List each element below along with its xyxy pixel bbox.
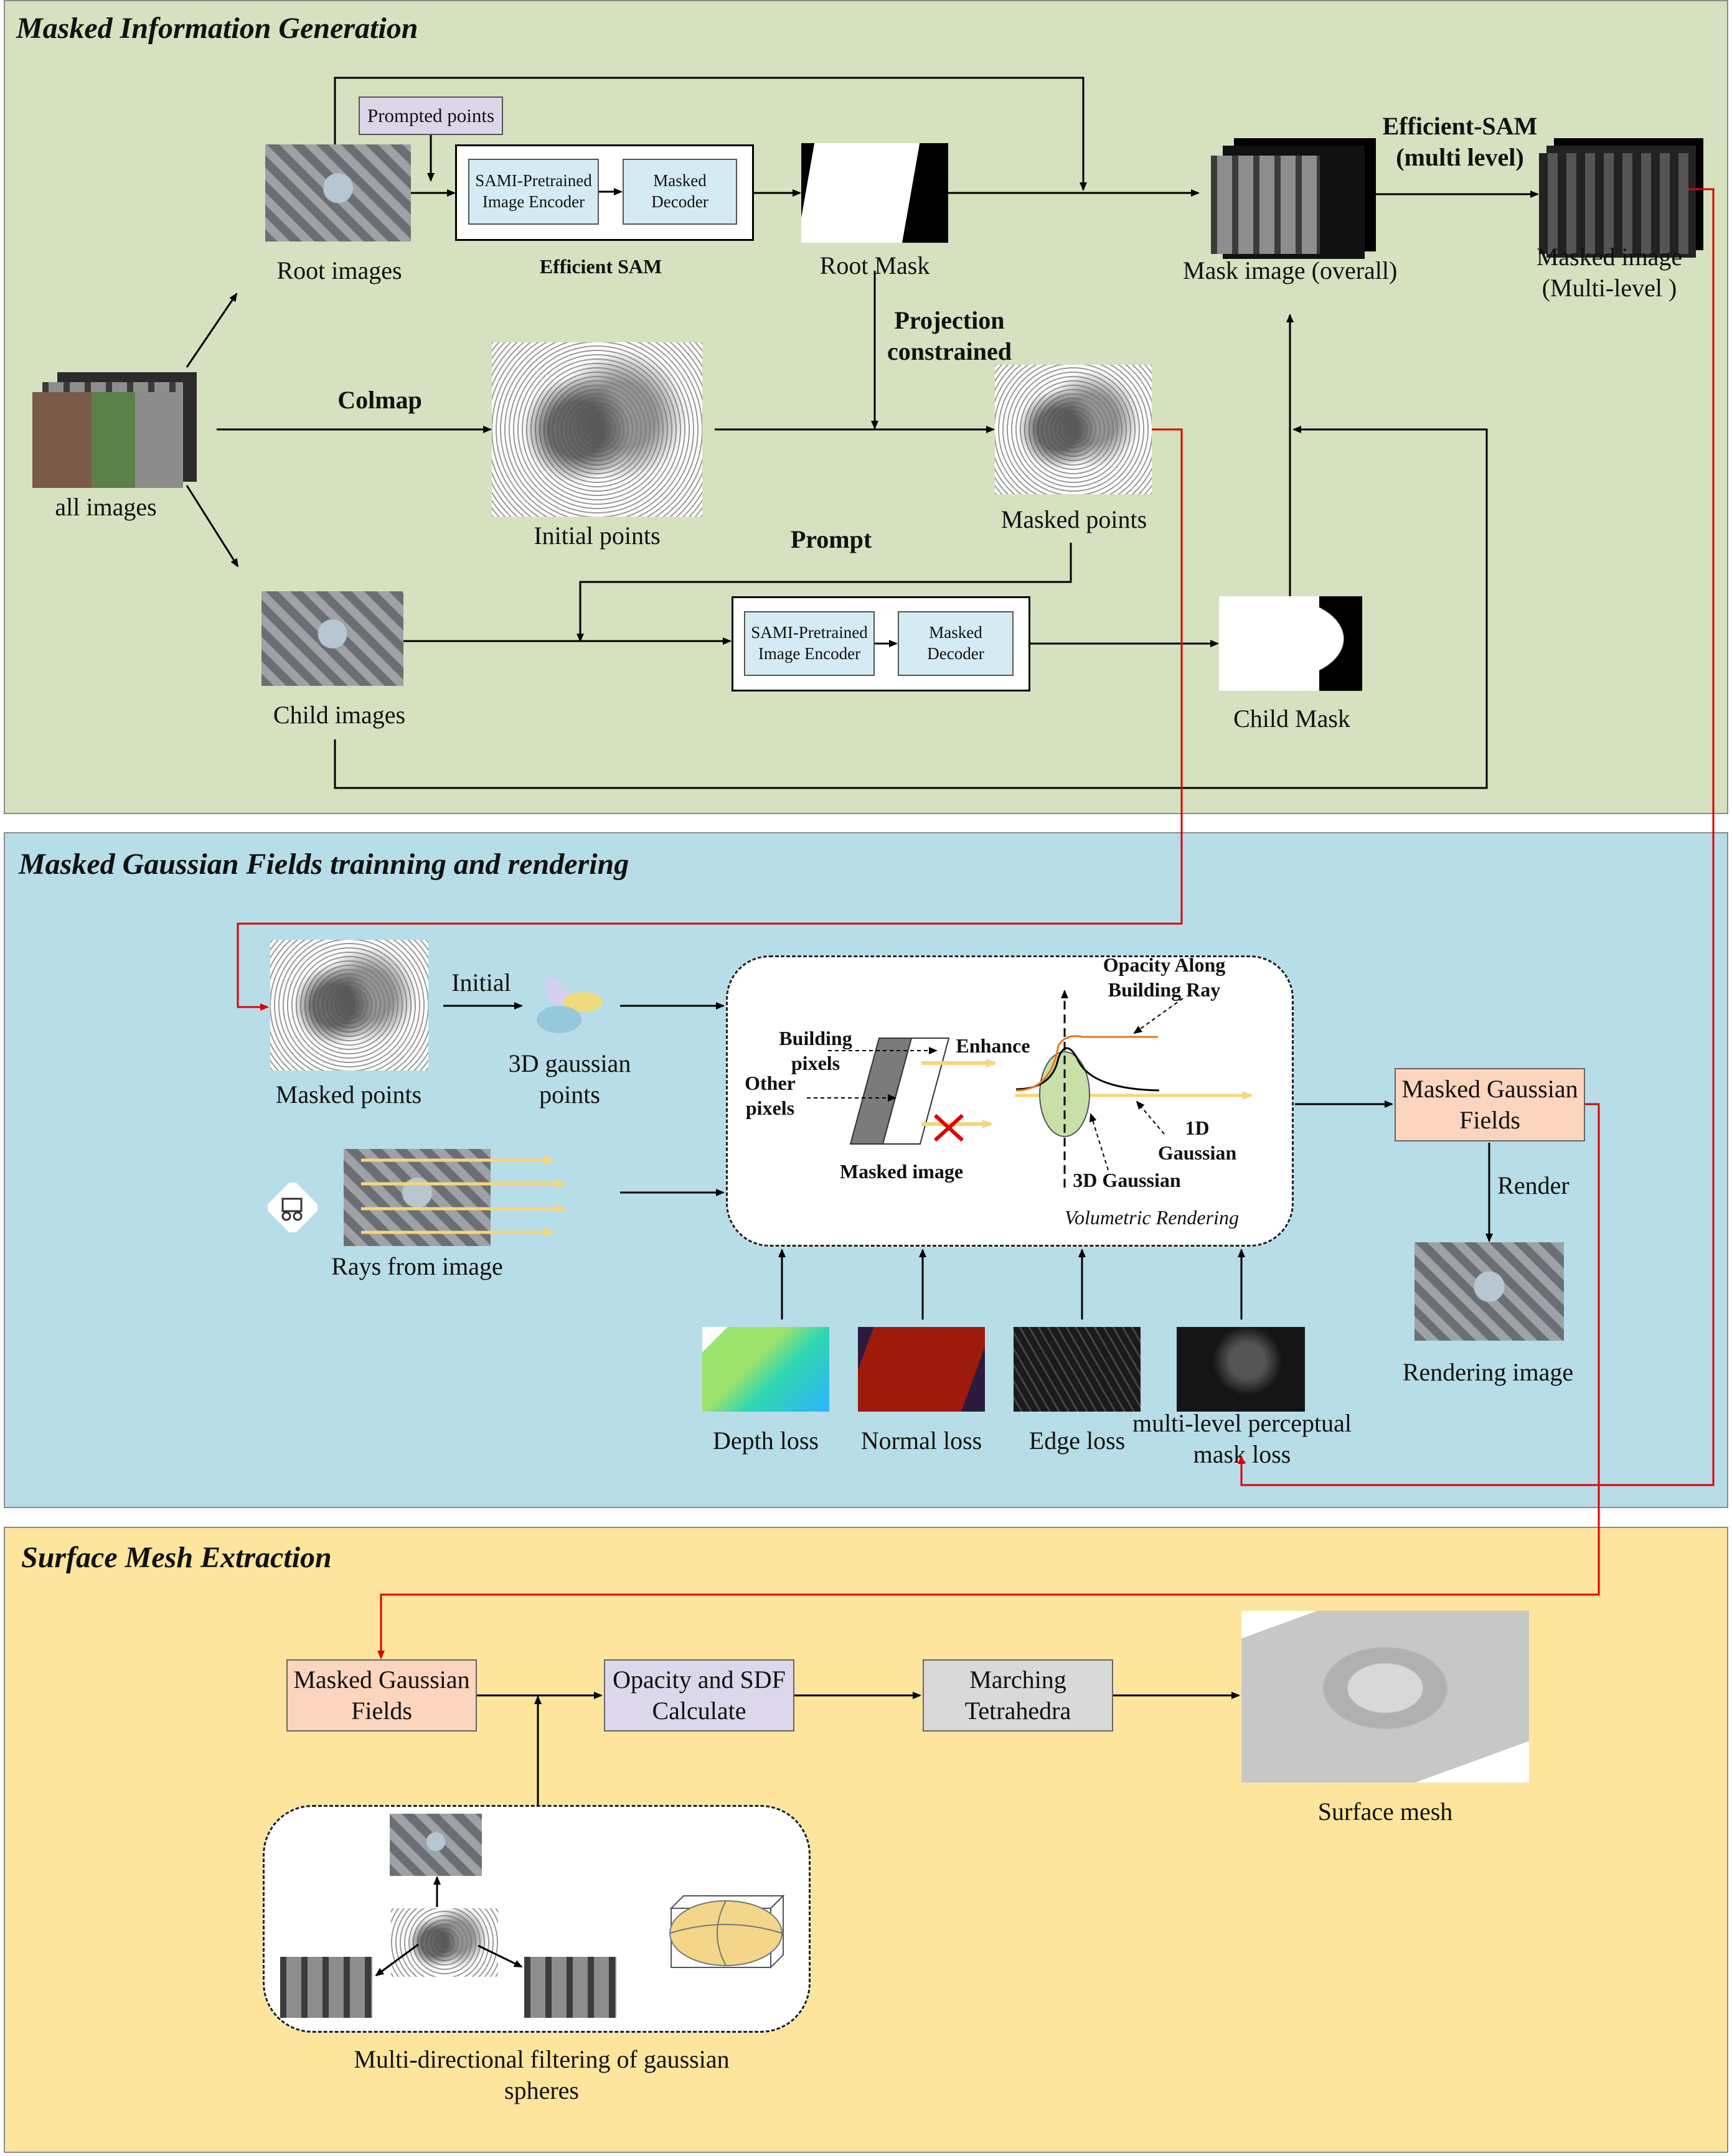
volumetric-internals — [807, 990, 1253, 1188]
colmap-label: Colmap — [337, 386, 422, 414]
initial-points-cloud — [492, 342, 702, 517]
fields-to-mesh-connector — [377, 1103, 1600, 1659]
gaussian-sphere-bbox-icon — [669, 1894, 785, 1969]
volumetric-rendering-label: Volumetric Rendering — [1065, 1206, 1239, 1229]
encoder-box: SAMI-Pretrained Image Encoder — [468, 159, 599, 225]
prompt-arrow — [577, 543, 1072, 642]
mask-image-overall-thumbnail — [1211, 156, 1320, 254]
prompted-points-box: Prompted points — [359, 96, 503, 135]
root-images-thumbnail — [265, 144, 411, 241]
filter-center-cloud — [391, 1908, 498, 1977]
surface-mesh-label: Surface mesh — [1317, 1797, 1453, 1826]
child-mask-image — [1219, 596, 1362, 691]
normal-map-thumbnail — [858, 1327, 985, 1412]
normal-loss-label: Normal loss — [860, 1427, 982, 1455]
marching-tetrahedra-box: Marching Tetrahedra — [923, 1659, 1113, 1732]
building-pixels-label: Building pixels — [779, 1027, 852, 1074]
root-to-mask-overall-arrow — [334, 77, 1087, 191]
mesh-masked-gaussian-fields-box: Masked Gaussian Fields — [286, 1659, 477, 1732]
masked-points-cloud — [995, 365, 1152, 494]
mask-image-overall-label: Mask image (overall) — [1183, 256, 1398, 284]
child-mask-label: Child Mask — [1233, 705, 1350, 733]
volumetric-rendering-module — [726, 955, 1294, 1247]
rendering-image-thumbnail — [1414, 1242, 1564, 1341]
masked-points-to-training-connector — [237, 428, 1183, 1011]
decoder-box: Masked Decoder — [623, 159, 737, 225]
gaussian-1d-label: 1D Gaussian — [1157, 1117, 1237, 1164]
rendering-image-label: Rendering image — [1402, 1358, 1574, 1386]
all-to-child-arrow — [186, 485, 239, 568]
initial-label: Initial — [451, 968, 511, 996]
root-mask-image — [801, 143, 948, 243]
masked-points-input-cloud — [270, 940, 428, 1071]
multi-level-mask-to-loss-connector — [1238, 188, 1715, 1486]
child-images-thumbnail — [261, 591, 403, 686]
prompt-label: Prompt — [790, 525, 872, 553]
perceptual-mask-loss-label: multi-level perceptual mask loss — [1132, 1409, 1352, 1468]
section-title: Masked Gaussian Fields trainning and ren… — [19, 848, 629, 881]
perceptual-mask-thumbnail — [1177, 1327, 1305, 1412]
multi-directional-filtering-label: Multi-directional filtering of gaussian … — [354, 2045, 730, 2104]
filter-right-arrow — [478, 1944, 523, 1968]
edge-map-thumbnail — [1014, 1327, 1141, 1412]
filter-top-view-thumbnail — [390, 1814, 482, 1876]
all-images-thumbnail — [32, 392, 179, 488]
child-images-label: Child images — [273, 701, 406, 729]
opacity-along-ray-label: Opacity Along Building Ray — [1103, 954, 1226, 1001]
opacity-sdf-box: Opacity and SDF Calculate — [604, 1659, 794, 1732]
depth-loss-label: Depth loss — [713, 1427, 819, 1455]
gaussian-ellipsoids-icon — [537, 977, 603, 1033]
all-to-root-arrow — [186, 293, 238, 368]
rays-from-image-label: Rays from image — [331, 1252, 503, 1280]
depth-map-thumbnail — [702, 1327, 829, 1412]
all-images-label: all images — [55, 493, 157, 521]
projection-constrained-label: Projection constrained — [887, 306, 1012, 365]
camera-rays — [361, 1156, 567, 1237]
child-decoder-box: Masked Decoder — [898, 611, 1014, 676]
masked-image-multi-thumbnail — [1539, 153, 1688, 254]
masked-image-label: Masked image — [839, 1160, 964, 1183]
gaussian-points-label: 3D gaussian points — [508, 1049, 631, 1108]
masked-points-input-label: Masked points — [275, 1080, 422, 1108]
efficient-sam-multi-label: Efficient-SAM (multi level) — [1382, 112, 1538, 171]
rays-image-thumbnail — [344, 1149, 491, 1246]
masked-points-label: Masked points — [1000, 505, 1147, 533]
enhance-label: Enhance — [956, 1034, 1030, 1057]
filter-left-view-thumbnail — [280, 1957, 372, 2018]
camera-icon — [268, 1183, 318, 1232]
edge-loss-label: Edge loss — [1028, 1427, 1126, 1455]
root-images-label: Root images — [276, 256, 402, 284]
child-encoder-box: SAMI-Pretrained Image Encoder — [744, 611, 875, 676]
other-pixels-label: Other pixels — [745, 1072, 796, 1119]
filter-left-arrow — [375, 1943, 419, 1977]
efficient-sam-label: Efficient SAM — [539, 255, 662, 278]
section-title: Surface Mesh Extraction — [21, 1541, 332, 1574]
filter-right-view-thumbnail — [524, 1957, 616, 2018]
masked-gaussian-fields-box: Masked Gaussian Fields — [1395, 1068, 1585, 1141]
surface-mesh-render — [1241, 1611, 1529, 1783]
masked-image-multi-label: Masked image (Multi-level ) — [1536, 243, 1683, 302]
gaussian-3d-label: 3D Gaussian — [1073, 1169, 1181, 1191]
section-title: Masked Information Generation — [16, 12, 418, 45]
initial-points-label: Initial points — [534, 522, 661, 550]
child-loop-arrow — [334, 426, 1488, 789]
render-label: Render — [1497, 1171, 1570, 1199]
